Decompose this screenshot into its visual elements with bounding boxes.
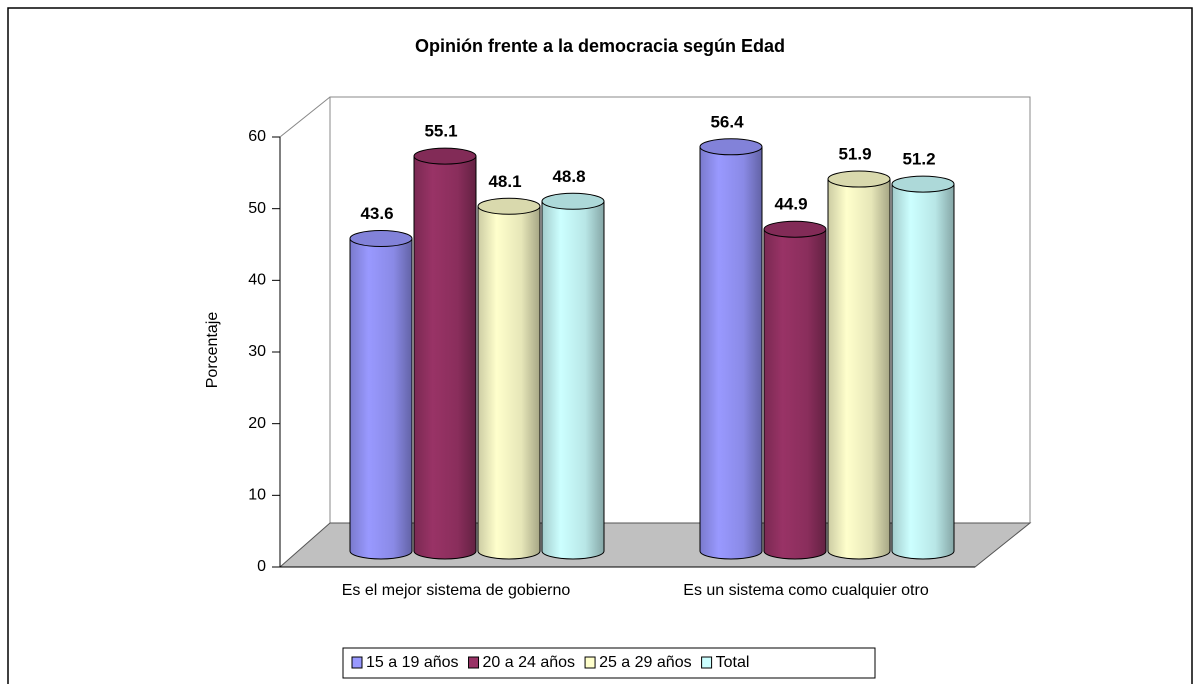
data-label: 48.8 [552,167,585,186]
bar-top [349,230,413,248]
data-label: 51.9 [838,145,871,164]
data-label: 55.1 [424,122,457,141]
bar [700,146,762,552]
bar-top [891,175,955,193]
bar [764,229,826,551]
legend-swatch [701,656,713,669]
data-label: 44.9 [774,195,807,214]
legend [342,647,876,679]
y-tick-label: 10 [248,487,266,504]
data-label: 43.6 [360,204,393,223]
chart-title: Opinión frente a la democracia según Eda… [415,36,785,56]
bar-top [699,138,763,156]
y-tick-label: 50 [248,200,266,217]
legend-swatch [351,656,363,669]
legend-label: 15 a 19 años [366,654,459,671]
data-label: 51.2 [902,150,935,169]
legend-label: Total [716,654,750,671]
legend-label: 25 a 29 años [599,654,692,671]
y-tick-label: 60 [248,128,266,145]
bar-top [827,170,891,188]
data-label: 48.1 [488,172,521,191]
legend-swatch [468,656,480,669]
legend-label: 20 a 24 años [483,654,576,671]
data-label: 56.4 [710,112,744,131]
x-tick-label: Es un sistema como cualquier otro [683,582,929,599]
bar-top [477,197,541,215]
y-tick-label: 40 [248,272,266,289]
x-tick-label: Es el mejor sistema de gobierno [342,582,571,599]
bar [892,184,954,552]
y-axis-label: Porcentaje [204,312,221,389]
bar-top [413,147,477,165]
bar [828,179,890,552]
bar [542,201,604,551]
bar [414,156,476,551]
legend-swatch [584,656,596,669]
y-tick-label: 0 [257,558,266,575]
bar [350,238,412,552]
bar-top [763,220,827,238]
bar-top [541,192,605,210]
bar [478,206,540,552]
y-tick-label: 30 [248,343,266,360]
y-tick-label: 20 [248,415,266,432]
